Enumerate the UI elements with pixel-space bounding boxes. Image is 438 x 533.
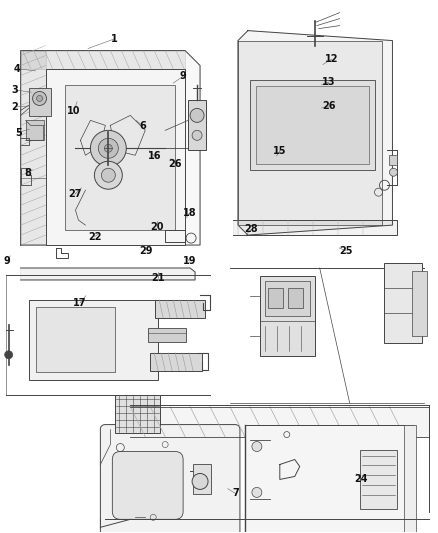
Circle shape (104, 144, 112, 152)
Polygon shape (21, 268, 195, 280)
Text: 25: 25 (339, 246, 352, 255)
Text: 2: 2 (12, 102, 18, 112)
Circle shape (192, 131, 202, 140)
Text: 27: 27 (68, 189, 81, 199)
Bar (193, 464, 211, 495)
Bar (268, 288, 283, 308)
Bar (245, 425, 414, 533)
Bar (155, 300, 205, 318)
Text: 4: 4 (14, 64, 21, 74)
Text: 20: 20 (150, 222, 164, 232)
Text: 3: 3 (12, 85, 18, 95)
Circle shape (37, 95, 42, 101)
Circle shape (90, 131, 126, 166)
Circle shape (101, 168, 115, 182)
Bar (265, 281, 310, 316)
Text: 16: 16 (148, 151, 161, 161)
Circle shape (99, 139, 118, 158)
Polygon shape (238, 30, 392, 235)
Text: 13: 13 (322, 77, 336, 87)
Polygon shape (81, 120, 106, 155)
Polygon shape (21, 51, 46, 245)
Polygon shape (21, 51, 185, 69)
Bar (389, 155, 397, 165)
Circle shape (389, 168, 397, 176)
Polygon shape (110, 116, 145, 155)
Polygon shape (238, 41, 382, 225)
Bar (385, 263, 422, 343)
Text: 15: 15 (273, 146, 287, 156)
Text: 26: 26 (322, 101, 336, 111)
Circle shape (5, 351, 13, 359)
Circle shape (95, 161, 122, 189)
Bar (360, 449, 397, 510)
Text: 26: 26 (169, 159, 182, 169)
Bar (115, 394, 160, 433)
Bar (28, 88, 50, 116)
Bar (35, 307, 115, 372)
Text: 7: 7 (232, 489, 239, 498)
Bar (66, 85, 175, 230)
Text: 8: 8 (25, 168, 31, 179)
Bar (148, 328, 186, 342)
Circle shape (252, 441, 262, 451)
Text: 12: 12 (325, 54, 339, 64)
Bar (150, 353, 202, 371)
Text: 1: 1 (111, 34, 117, 44)
Text: 18: 18 (183, 208, 196, 219)
Text: 19: 19 (183, 256, 196, 266)
Bar (256, 86, 368, 164)
Polygon shape (21, 51, 200, 245)
Circle shape (252, 487, 262, 497)
FancyBboxPatch shape (112, 451, 183, 519)
Bar (288, 288, 303, 308)
Text: 24: 24 (354, 474, 367, 484)
Polygon shape (233, 220, 397, 235)
Bar (28, 300, 158, 379)
Text: 9: 9 (4, 256, 11, 266)
Circle shape (190, 108, 204, 123)
Polygon shape (280, 459, 300, 480)
FancyBboxPatch shape (100, 425, 240, 533)
Text: 17: 17 (74, 297, 87, 308)
Text: 28: 28 (244, 224, 258, 235)
Text: 6: 6 (139, 120, 146, 131)
Text: 21: 21 (151, 273, 165, 283)
Bar (250, 80, 374, 170)
Text: 9: 9 (180, 71, 187, 81)
Polygon shape (130, 407, 429, 437)
Bar (413, 271, 427, 336)
Circle shape (192, 473, 208, 489)
Bar (260, 276, 314, 356)
Bar (25, 120, 43, 140)
Circle shape (32, 92, 46, 106)
Text: 10: 10 (67, 106, 81, 116)
Bar (188, 100, 206, 150)
Text: 22: 22 (88, 232, 101, 242)
Text: 5: 5 (15, 127, 21, 138)
Bar (404, 425, 417, 533)
Text: 29: 29 (139, 246, 152, 255)
Bar (46, 69, 185, 245)
